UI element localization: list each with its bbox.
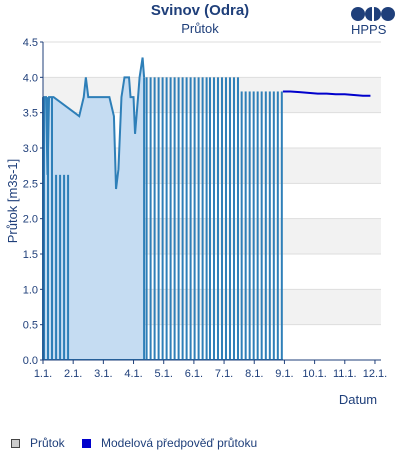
flow-bar — [252, 91, 255, 360]
flow-bar — [212, 77, 215, 360]
flow-bar — [165, 77, 168, 360]
x-tick-label: 10.1. — [302, 368, 326, 380]
flow-bar — [224, 77, 227, 360]
x-tick-label: 5.1. — [155, 368, 173, 380]
y-tick-label: 0.0 — [23, 355, 38, 367]
flow-bar — [55, 174, 58, 360]
legend-swatch-flow — [11, 438, 20, 448]
flow-bar — [145, 77, 148, 360]
y-axis-title: Průtok [m3s-1] — [5, 159, 20, 244]
y-tick-label: 1.5 — [23, 249, 38, 261]
y-tick-label: 3.5 — [23, 108, 38, 120]
chart-subtitle: Průtok — [181, 21, 219, 36]
flow-bar — [43, 97, 45, 361]
y-tick-label: 1.0 — [23, 284, 38, 296]
flow-bar — [260, 91, 263, 360]
x-tick-label: 3.1. — [94, 368, 112, 380]
x-tick-label: 9.1. — [275, 368, 293, 380]
flow-bar — [185, 77, 188, 360]
flow-bar — [161, 77, 164, 360]
flow-bar — [264, 91, 267, 360]
flow-bar — [240, 91, 243, 360]
chart-area-series — [42, 57, 146, 361]
flow-bar — [63, 174, 66, 360]
flow-bar — [248, 91, 251, 360]
legend-swatch-forecast — [82, 438, 91, 448]
flow-bar — [276, 91, 279, 360]
flow-bar — [201, 77, 204, 360]
y-tick-label: 0.5 — [23, 320, 38, 332]
x-tick-label: 1.1. — [34, 368, 52, 380]
flow-bar — [51, 97, 53, 361]
flow-bar — [272, 91, 275, 360]
hpps-logo-icon — [351, 7, 395, 21]
legend-item-forecast[interactable]: Modelová předpověď průtoku — [82, 436, 257, 450]
brand-label: HPPS — [351, 22, 387, 37]
y-tick-label: 2.5 — [23, 178, 38, 190]
x-tick-label: 4.1. — [124, 368, 142, 380]
flow-bar — [205, 77, 208, 360]
grid-band — [43, 42, 381, 78]
flow-bar — [280, 91, 283, 360]
chart-bar-series — [43, 77, 283, 361]
legend-label-forecast: Modelová předpověď průtoku — [101, 436, 258, 450]
flow-bar — [268, 91, 271, 360]
flow-bar — [59, 174, 62, 360]
x-axis-title: Datum — [339, 392, 377, 407]
y-tick-label: 2.0 — [23, 214, 38, 226]
flow-bar — [220, 77, 223, 360]
flow-bar — [153, 77, 156, 360]
x-tick-label: 2.1. — [64, 368, 82, 380]
flow-bar — [149, 77, 152, 360]
flow-bar — [197, 77, 200, 360]
flow-bar — [256, 91, 259, 360]
flow-bar — [236, 77, 239, 360]
y-tick-label: 3.0 — [23, 143, 38, 155]
x-tick-label: 11.1. — [333, 368, 357, 380]
chart-title: Svinov (Odra) — [150, 2, 250, 19]
flow-bar — [181, 77, 184, 360]
flow-bar — [228, 77, 231, 360]
legend-label-flow: Průtok — [30, 436, 65, 450]
flow-bar — [216, 77, 219, 360]
x-tick-label: 12.1. — [363, 368, 387, 380]
flow-chart: 0.0 0.5 1.0 1.5 2.0 2.5 3.0 3.5 4.0 4.5 1.1. 2.1. 3.… — [5, 37, 387, 407]
chart-forecast-series — [282, 90, 371, 97]
y-tick-label: 4.5 — [23, 37, 38, 49]
flow-bar — [232, 77, 235, 360]
flow-bar — [189, 77, 192, 360]
y-tick-label: 4.0 — [23, 72, 38, 84]
x-tick-label: 6.1. — [185, 368, 203, 380]
flow-bar — [169, 77, 172, 360]
flow-bar — [47, 97, 49, 361]
flow-bar — [177, 77, 180, 360]
x-tick-label: 7.1. — [215, 368, 233, 380]
forecast-line — [282, 90, 371, 97]
x-tick-label: 8.1. — [245, 368, 263, 380]
area-fill — [43, 57, 145, 361]
flow-bar — [244, 91, 247, 360]
flow-bar — [67, 174, 70, 360]
legend-item-flow[interactable]: Průtok — [11, 436, 65, 450]
flow-bar — [193, 77, 196, 360]
flow-bar — [173, 77, 176, 360]
flow-bar — [208, 77, 211, 360]
chart-axes: 0.0 0.5 1.0 1.5 2.0 2.5 3.0 3.5 4.0 4.5 1.1. 2.1. 3.… — [23, 37, 387, 380]
flow-bar — [157, 77, 160, 360]
